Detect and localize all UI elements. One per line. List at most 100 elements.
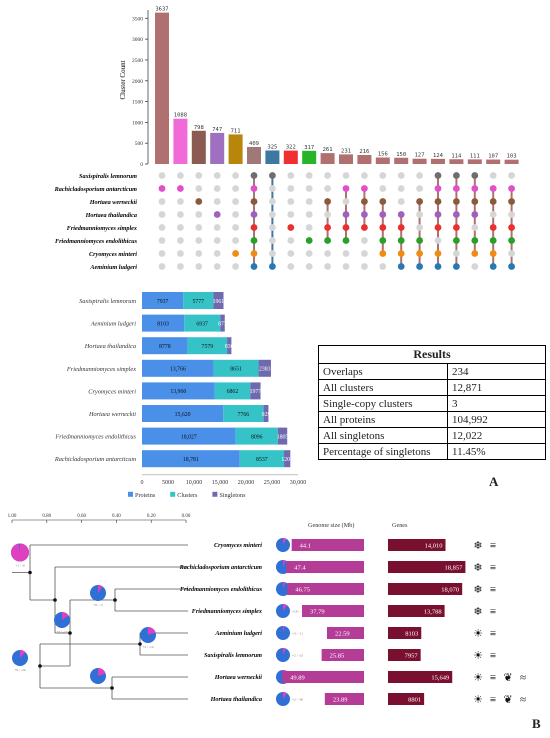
bar-value-label: 261 xyxy=(323,147,333,153)
intersection-bar xyxy=(155,12,169,164)
set-dot-active xyxy=(379,224,387,231)
set-dot-active xyxy=(453,198,460,205)
taxon-pie-label: +2 / -25 xyxy=(292,654,303,658)
set-dot-inactive xyxy=(158,198,166,205)
intersection-bar xyxy=(467,159,482,164)
set-dot-active xyxy=(489,263,497,270)
set-dot-active xyxy=(434,263,442,270)
set-dot-active xyxy=(489,198,497,205)
set-dot-active xyxy=(250,250,258,257)
set-dot-active xyxy=(379,211,387,218)
taxon-label: Hortaea werneckii xyxy=(214,674,263,681)
segment-value-label: 1977 xyxy=(250,389,262,395)
set-dot-active xyxy=(250,224,258,231)
set-dot-inactive xyxy=(195,224,203,231)
set-dot-inactive xyxy=(158,237,166,244)
stacked-row-label: Friedmanniomyces simplex xyxy=(66,366,136,373)
genome-value: 49.89 xyxy=(290,675,305,682)
intersection-bar xyxy=(210,132,225,164)
set-dot-active xyxy=(342,237,350,244)
set-dot-inactive xyxy=(379,185,387,192)
tree-axis-label: 0.60 xyxy=(77,514,86,519)
set-dot-inactive xyxy=(305,211,313,218)
intersection-bar xyxy=(191,130,206,164)
set-dot-inactive xyxy=(269,211,276,218)
set-dot-active xyxy=(434,185,442,192)
set-dot-inactive xyxy=(471,224,479,231)
set-dot-active xyxy=(434,172,442,179)
wave-icon: ≈ xyxy=(520,672,526,684)
stones-icon: ≡ xyxy=(490,562,496,574)
stacked-row-label: Hortaea werneckii xyxy=(88,411,136,418)
set-dot-active xyxy=(453,263,460,270)
legend-swatch xyxy=(212,491,218,497)
set-dot-inactive xyxy=(232,172,240,179)
set-dot-active xyxy=(232,250,240,257)
set-dot-inactive xyxy=(158,172,166,179)
x-tick-label: 0 xyxy=(141,480,144,486)
y-tick-label: 500 xyxy=(135,141,144,147)
set-dot-inactive xyxy=(508,250,515,257)
taxon-pie-slice xyxy=(283,582,286,589)
genes-bar xyxy=(388,583,463,595)
set-dot-inactive xyxy=(158,224,166,231)
set-dot-inactive xyxy=(416,172,423,179)
set-dot-inactive xyxy=(324,211,331,218)
intersection-bar xyxy=(504,159,519,164)
set-dot-active xyxy=(250,237,258,244)
set-dot-inactive xyxy=(416,224,423,231)
segment-value-label: 15,620 xyxy=(175,412,191,418)
set-dot-inactive xyxy=(489,211,497,218)
taxon-pie-slice xyxy=(283,560,286,567)
set-dot-inactive xyxy=(342,250,350,257)
set-dot-active xyxy=(434,211,442,218)
taxon-pie-slice xyxy=(283,692,288,699)
set-dot-active xyxy=(508,237,515,244)
species-label: Aeminium ludgeri xyxy=(89,264,137,271)
table-row: All proteins 104,992 xyxy=(318,411,546,428)
intersection-bar xyxy=(486,159,501,164)
set-dot-inactive xyxy=(195,211,203,218)
node-pie-slice xyxy=(148,627,156,635)
taxon-label: Rachicladosporium antarcticum xyxy=(179,564,263,571)
set-dot-inactive xyxy=(269,237,276,244)
stacked-segment xyxy=(142,405,224,422)
set-dot-active xyxy=(471,250,479,257)
stacked-segment xyxy=(142,314,185,332)
snowflake-icon: ❄ xyxy=(473,606,482,618)
bar-value-label: 127 xyxy=(415,153,425,159)
set-dot-active xyxy=(471,237,479,244)
set-dot-inactive xyxy=(361,263,368,270)
bar-value-label: 124 xyxy=(433,153,444,159)
y-tick-label: 1500 xyxy=(132,100,143,106)
segment-value-label: 8778 xyxy=(159,344,171,350)
set-dot-inactive xyxy=(508,211,515,218)
set-dot-active xyxy=(416,250,423,257)
table-row: Percentage of singletons 11.45% xyxy=(318,443,546,460)
set-dot-active xyxy=(453,211,460,218)
species-label: Hortaea werneckii xyxy=(89,199,138,206)
segment-value-label: 8651 xyxy=(230,367,242,373)
node-pie-label: +1 / -6 xyxy=(15,564,25,568)
segment-value-label: 13,766 xyxy=(170,367,186,373)
set-dot-inactive xyxy=(287,237,295,244)
node-pie-slice xyxy=(62,612,69,620)
bar-value-label: 103 xyxy=(507,154,517,160)
set-dot-inactive xyxy=(508,172,515,179)
stones-icon: ≡ xyxy=(490,650,496,662)
taxon-label: Friedmanniomyces simplex xyxy=(192,608,262,615)
set-dot-active xyxy=(342,185,350,192)
set-dot-inactive xyxy=(269,198,276,205)
intersection-bar xyxy=(375,157,390,164)
taxon-pie-label: +2 / -30 xyxy=(292,698,303,702)
set-dot-active xyxy=(250,211,258,218)
genome-bar xyxy=(324,693,364,705)
stacked-segment xyxy=(263,405,269,422)
tree-node xyxy=(53,598,57,602)
set-dot-inactive xyxy=(305,172,313,179)
segment-value-label: 1961 xyxy=(213,299,225,305)
set-dot-active xyxy=(453,172,460,179)
segment-value-label: 8096 xyxy=(251,434,263,440)
set-dot-inactive xyxy=(177,250,184,257)
set-dot-inactive xyxy=(177,263,184,270)
